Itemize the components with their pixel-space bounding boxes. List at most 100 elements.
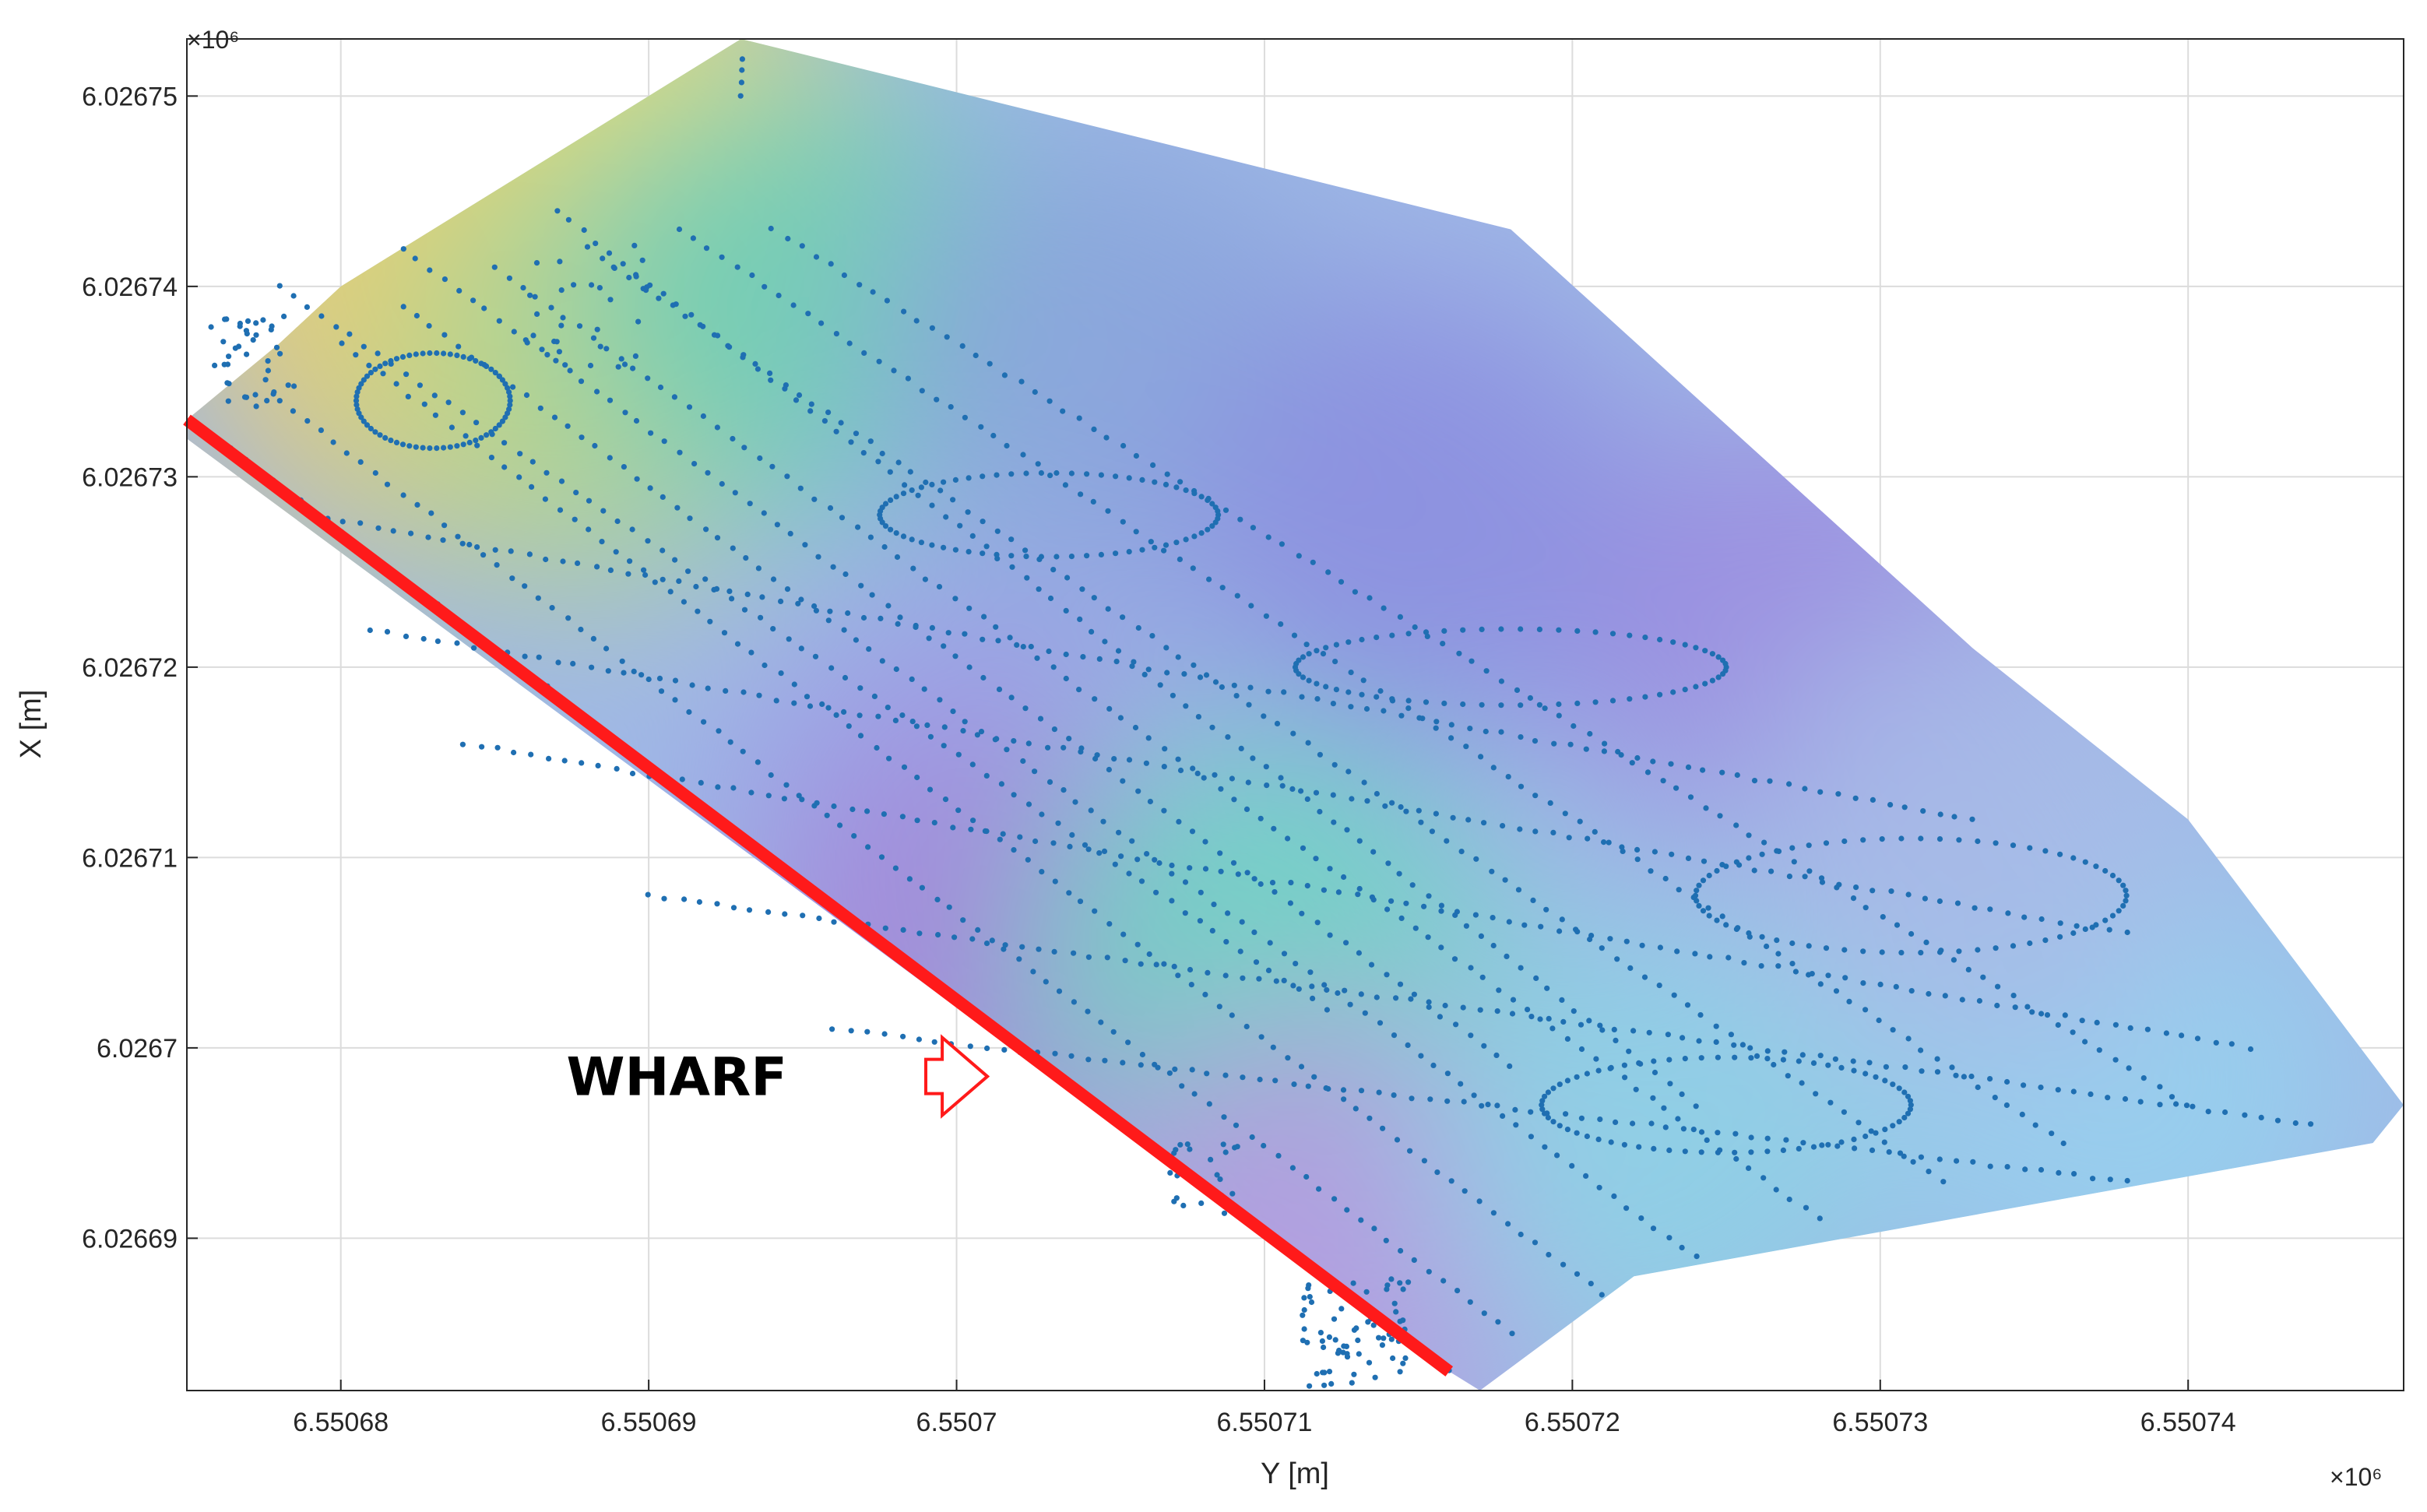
survey-point <box>741 607 748 613</box>
survey-point <box>1077 898 1084 905</box>
survey-point <box>2144 1026 2151 1032</box>
survey-point <box>290 408 296 414</box>
survey-point <box>1369 894 1375 900</box>
survey-point <box>1416 715 1423 721</box>
survey-point <box>1371 1225 1377 1232</box>
survey-point <box>594 564 600 570</box>
y-tick-label: 6.02672 <box>82 653 178 683</box>
survey-point <box>2070 1029 2076 1036</box>
survey-point <box>1129 838 1135 844</box>
survey-point <box>2079 1018 2085 1024</box>
survey-point <box>1332 1337 1338 1343</box>
survey-point <box>1789 961 1796 967</box>
survey-point <box>1518 965 1524 971</box>
survey-point <box>1650 1095 1656 1101</box>
survey-point <box>1281 689 1287 695</box>
survey-point <box>375 525 382 531</box>
survey-point <box>719 254 725 260</box>
survey-point <box>1126 870 1132 877</box>
survey-point <box>1383 1237 1389 1243</box>
survey-point <box>1281 951 1288 957</box>
survey-point <box>1521 922 1528 928</box>
survey-point <box>901 308 907 315</box>
survey-point <box>952 596 958 602</box>
survey-point <box>641 567 647 573</box>
survey-point <box>741 445 747 451</box>
survey-point <box>768 772 774 779</box>
survey-point <box>1634 754 1641 761</box>
survey-point <box>797 485 804 491</box>
survey-point <box>426 322 432 329</box>
survey-point <box>1270 1044 1276 1050</box>
survey-point <box>2032 1122 2038 1128</box>
survey-point <box>1786 781 1792 787</box>
survey-point <box>1381 605 1387 611</box>
survey-point <box>796 392 803 399</box>
survey-point <box>1205 969 1211 976</box>
survey-point <box>1197 674 1204 680</box>
survey-point <box>924 722 930 729</box>
survey-point <box>935 932 941 938</box>
survey-point <box>1550 1119 1556 1125</box>
survey-point <box>1209 927 1215 934</box>
survey-point <box>1896 1085 1902 1092</box>
survey-point <box>1602 740 1608 747</box>
survey-point <box>1706 872 1712 879</box>
survey-point <box>1183 536 1189 543</box>
survey-point <box>983 941 990 947</box>
survey-point <box>1851 1067 1857 1074</box>
survey-point <box>1063 607 1069 614</box>
survey-point <box>645 891 651 898</box>
survey-point <box>633 417 640 424</box>
survey-point <box>1152 479 1158 485</box>
survey-point <box>1331 761 1338 768</box>
survey-point <box>1298 788 1304 794</box>
survey-point <box>403 371 410 378</box>
survey-point <box>1767 778 1773 784</box>
survey-point <box>560 315 566 321</box>
survey-point <box>1626 1048 1632 1054</box>
survey-point <box>765 793 772 799</box>
survey-point <box>1400 1317 1406 1324</box>
survey-point <box>2157 1102 2163 1108</box>
survey-point <box>918 484 924 491</box>
survey-point <box>715 784 721 790</box>
survey-point <box>522 653 528 659</box>
survey-point <box>1685 855 1692 861</box>
survey-point <box>2029 1009 2035 1015</box>
survey-point <box>922 576 928 582</box>
survey-point <box>603 645 610 652</box>
survey-point <box>1706 912 1712 919</box>
survey-point <box>1774 848 1780 854</box>
survey-point <box>1571 723 1577 730</box>
survey-point <box>499 377 506 383</box>
survey-point <box>614 518 621 525</box>
survey-point <box>1047 473 1053 479</box>
survey-point <box>393 381 399 387</box>
survey-point <box>1476 1198 1483 1204</box>
survey-point <box>1020 758 1026 765</box>
survey-point <box>1076 415 1082 421</box>
survey-point <box>774 522 781 528</box>
survey-point <box>1587 730 1593 737</box>
survey-point <box>962 414 968 420</box>
survey-point <box>1153 962 1159 968</box>
survey-point <box>1556 1123 1563 1129</box>
survey-point <box>1969 816 1975 822</box>
survey-point <box>633 273 639 280</box>
survey-point <box>1148 539 1154 545</box>
survey-point <box>2042 937 2049 944</box>
survey-point <box>496 318 502 324</box>
survey-point <box>800 912 806 919</box>
survey-point <box>1918 835 1924 842</box>
survey-point <box>1382 803 1388 809</box>
survey-point <box>842 571 849 578</box>
survey-point <box>339 340 345 346</box>
survey-point <box>1225 910 1231 916</box>
survey-point <box>221 361 227 367</box>
survey-point <box>1139 476 1145 483</box>
survey-point <box>516 474 522 480</box>
survey-point <box>1067 843 1073 849</box>
survey-point <box>1175 972 1181 979</box>
survey-point <box>2213 1039 2219 1046</box>
